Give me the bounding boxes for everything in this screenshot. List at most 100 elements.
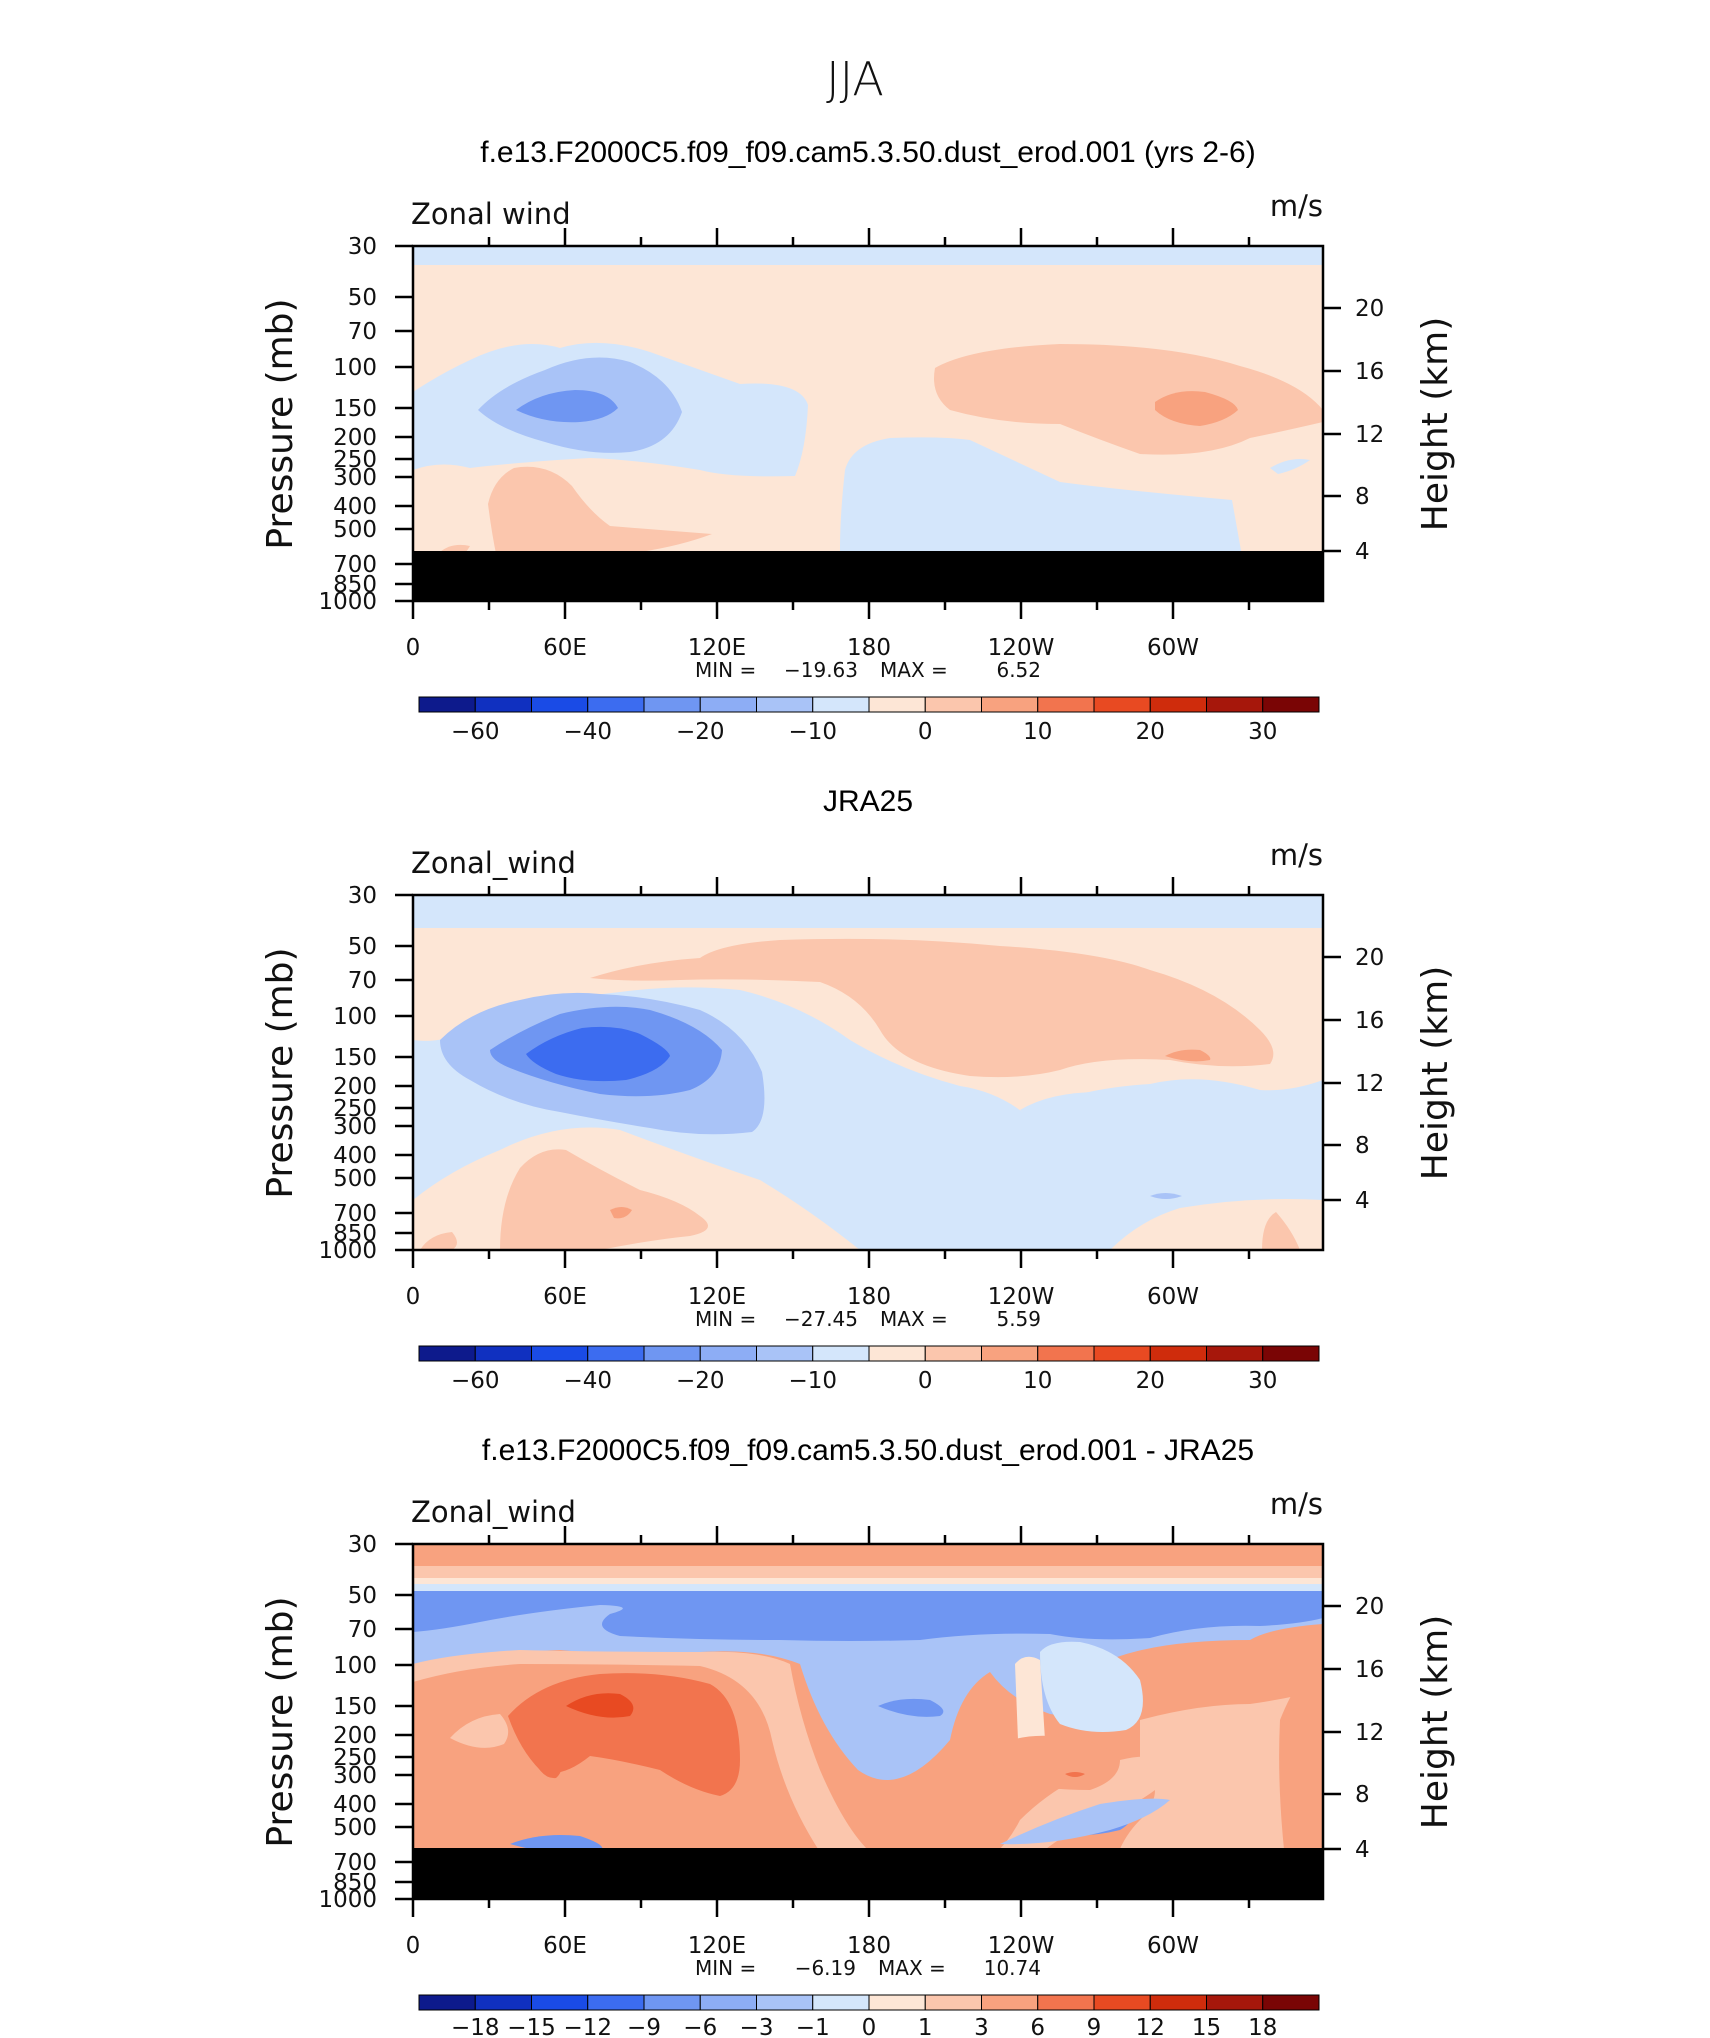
colorbar-label: 1 [918,2015,933,2038]
variable-label: Zonal wind [411,197,571,231]
colorbar-label: −1 [796,2015,830,2038]
y-tick-label: 30 [348,883,377,909]
stat-min-label: MIN = [695,1956,756,1980]
x-tick-label: 120W [988,1933,1055,1959]
y-tick-labels: 30 50 70 100 150 200 250 300 400 500 700… [318,883,377,1264]
y-tick-label: 500 [333,1815,377,1841]
colorbar: −60 −40 −20 −10 0 10 20 30 [418,696,1320,745]
colorbar-box [1037,1994,1095,2011]
colorbar-box [756,696,814,713]
y-tick-label: 500 [333,1166,377,1192]
stat-min-value: −27.45 [784,1307,858,1331]
right-tick-label: 12 [1355,1071,1384,1097]
y-axis-label: Pressure (mb) [260,947,301,1198]
colorbar-box [1093,1994,1151,2011]
missing-data-mask [413,551,1323,601]
y-tick-marks [395,244,413,603]
band-pos1 [413,1566,1323,1578]
colorbar-box [1262,696,1320,713]
missing-data-mask [413,1848,1323,1899]
y-tick-label: 400 [333,494,377,520]
colorbar-box [868,1345,926,1362]
colorbar: −18 −15 −12 −9 −6 −3 −1 0 1 3 6 9 12 15 … [418,1994,1320,2038]
y-tick-label: 1000 [318,1887,377,1913]
x-tick-label: 60W [1147,1933,1199,1959]
right-tick-label: 12 [1355,1720,1384,1746]
y-tick-label: 50 [348,285,377,311]
colorbar-box [531,696,589,713]
y-tick-label: 700 [333,1201,377,1227]
colorbar-label: 10 [1023,719,1052,745]
contour-field [413,246,1323,601]
y-tick-label: 250 [333,1745,377,1771]
colorbar-label: 15 [1192,2015,1221,2038]
y-tick-label: 100 [333,1653,377,1679]
y-tick-label: 250 [333,447,377,473]
colorbar-box [924,1345,982,1362]
stat-max-label: MAX = [880,1307,948,1331]
colorbar-box [418,696,476,713]
colorbar-box [474,696,532,713]
colorbar-box [1262,1345,1320,1362]
fill-pos2-east-region [990,1735,1120,1790]
colorbar-label: 10 [1023,1368,1052,1394]
colorbar-label: −12 [563,2015,612,2038]
fill-pos1-east [590,938,1274,1078]
x-tick-label: 0 [406,1933,421,1959]
colorbar-boxes [418,696,1320,713]
contour-field [413,895,1323,1250]
y-tick-label: 1000 [318,589,377,615]
colorbar-box [1093,1345,1151,1362]
colorbar-label: 9 [1087,2015,1102,2038]
fill-pos1-east [1110,1690,1323,1899]
y-tick-label: 200 [333,1074,377,1100]
y-tick-label: 70 [348,319,377,345]
colorbar-box [587,696,645,713]
colorbar-label: 18 [1248,2015,1277,2038]
fill-pos1-lower-right [1262,1212,1300,1250]
fill-pos3-west-spot [530,1743,563,1779]
x-tick-labels: 0 60E 120E 180 120W 60W [406,1284,1199,1310]
y-tick-label: 850 [333,572,377,598]
colorbar-box [924,1994,982,2011]
right-tick-label: 8 [1355,1782,1370,1808]
x-tick-label: 60W [1147,1284,1199,1310]
right-tick-marks [1323,306,1341,553]
colorbar-box [587,1994,645,2011]
colorbar-box [1149,1345,1207,1362]
colorbar-labels: −18 −15 −12 −9 −6 −3 −1 0 1 3 6 9 12 15 … [451,2015,1277,2038]
y-tick-label: 300 [333,1114,377,1140]
y-tick-labels: 30 50 70 100 150 200 250 300 400 500 700… [318,1532,377,1913]
stat-max-value: 6.52 [996,658,1041,682]
stat-max-label: MAX = [878,1956,946,1980]
fill-neg2-small [878,1698,944,1717]
y-tick-label: 100 [333,1004,377,1030]
fill-pos2-east [1155,391,1238,426]
x-tick-label: 180 [847,1933,891,1959]
colorbar-box [1206,696,1264,713]
y-tick-label: 70 [348,1617,377,1643]
right-tick-label: 20 [1355,296,1384,322]
colorbar-label: −9 [627,2015,661,2038]
y-tick-label: 150 [333,1045,377,1071]
fill-pos1-lower [500,1149,708,1250]
colorbar-label: −40 [563,1368,612,1394]
colorbar-label: −60 [451,719,500,745]
colorbar-box [699,1994,757,2011]
colorbar-label: −6 [683,2015,717,2038]
y-tick-label: 400 [333,1792,377,1818]
colorbar-box [474,1345,532,1362]
right-tick-label: 4 [1355,1837,1370,1863]
right-tick-label: 20 [1355,1594,1384,1620]
colorbar-label: 20 [1136,1368,1165,1394]
fill-pos2-east [1165,1049,1211,1062]
right-tick-labels: 20 16 12 8 4 [1355,1594,1384,1863]
y-tick-label: 700 [333,552,377,578]
y-tick-label: 500 [333,517,377,543]
fill-neg1-lower-east [1000,1798,1170,1845]
right-tick-label: 20 [1355,945,1384,971]
colorbar-boxes [418,1994,1320,2011]
right-axis-label: Height (km) [1415,966,1456,1180]
stats-line: MIN = −27.45 MAX = 5.59 [695,1307,1041,1331]
